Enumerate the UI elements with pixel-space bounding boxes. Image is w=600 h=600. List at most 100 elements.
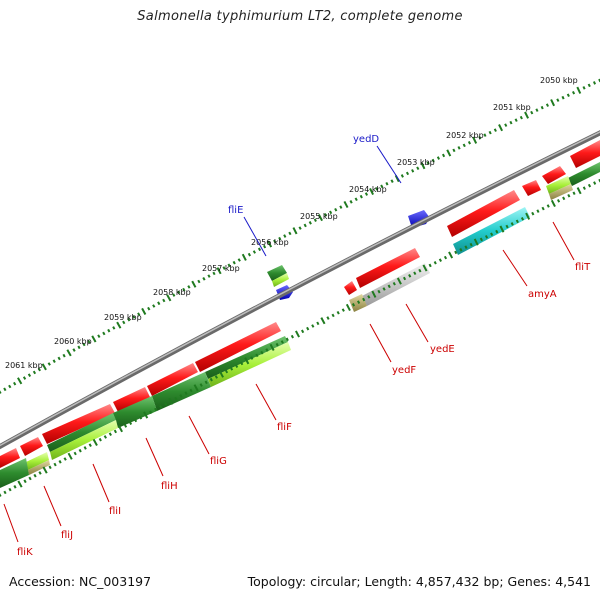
tick-mark [41,363,47,371]
tick-mark [123,424,128,428]
track-fliF-ltgreen [208,342,291,387]
kbp-label: 2054 kbp [349,185,387,194]
tick-mark [520,217,525,221]
tick-mark [364,192,369,196]
tick-mark [418,268,422,273]
tick-mark [227,263,231,268]
tick-mark [172,293,176,297]
tick-mark [212,271,216,276]
tick-mark [204,380,208,385]
tick-mark [255,353,259,358]
kbp-label: 2056 kbp [251,238,289,247]
gene-red [522,180,541,196]
fliE-small-green [267,265,287,281]
tick-mark [483,133,487,137]
tick-mark [247,252,251,257]
tick-mark [207,274,211,278]
gene-labels: fliT amyA yedE yedF fliF fliG fliH fliI … [17,134,591,558]
tick-mark [392,281,396,286]
tick-mark [199,383,203,387]
tick-mark [396,277,402,285]
tick-mark [576,187,582,195]
tick-mark [112,326,116,330]
tick-mark [428,263,432,268]
leader-fliJ [43,485,62,527]
tick-mark [87,339,91,344]
tick-mark [8,487,12,492]
tick-mark [77,345,81,350]
tick-mark [550,99,556,107]
tick-mark [540,105,544,110]
tick-mark [216,267,222,275]
tick-mark [582,186,586,190]
tick-mark [97,334,101,338]
fliE-small-ltgreen [272,273,289,287]
tick-mark [582,86,586,90]
gene-label-fliG: fliG [210,456,227,467]
tick-mark [66,349,72,357]
track-fliT-dkgreen [568,162,600,186]
tick-mark [519,115,523,120]
tick-mark [509,120,513,125]
track-amyA-cyan [453,207,530,255]
tick-mark [443,255,448,260]
tick-mark [222,266,226,270]
tick-mark [362,297,366,302]
leader-fliI [92,463,110,503]
tick-mark [214,375,218,379]
tick-mark [13,381,17,386]
tick-mark [479,237,483,242]
tick-mark [545,103,550,107]
leader-fliE [243,216,267,257]
tick-mark [308,221,312,225]
tick-mark [292,227,298,235]
tick-mark [454,250,458,255]
tick-mark [57,356,61,361]
tick-mark [562,196,566,201]
tick-mark [514,118,518,122]
gene-yedE-red [356,248,420,288]
tick-mark [459,248,463,252]
tick-mark [27,373,32,377]
tick-mark [536,209,540,213]
tick-mark [202,277,206,281]
tick-mark [457,146,461,150]
tick-mark [593,181,597,185]
tick-mark [103,435,107,439]
tick-mark [179,394,183,398]
tick-mark [469,242,473,247]
leader-yedF [369,323,392,363]
tick-mark [326,316,330,320]
tick-mark [433,261,437,265]
tick-mark [128,421,133,425]
tick-mark [182,287,186,292]
tick-mark [184,391,188,395]
tick-mark [275,342,279,347]
tick-mark [403,276,407,281]
gene-label-fliI: fliI [109,506,121,517]
inner-tracks [0,162,600,488]
tick-mark [546,204,550,208]
tick-mark [387,284,391,289]
tick-mark [58,460,62,464]
kbp-label: 2060 kbp [54,337,92,346]
gene-amyA-red [447,190,520,237]
tick-mark [72,348,76,352]
inner-tick-track [0,178,600,497]
tick-mark [278,236,282,241]
tick-mark [385,181,389,186]
gene-label-yedF: yedF [392,365,416,376]
kbp-label: 2053 kbp [397,158,435,167]
tick-mark [484,235,489,239]
tick-mark [218,370,224,378]
tick-mark [82,342,86,347]
tick-mark [23,479,27,484]
track-fliF-dkgreen [205,336,288,379]
tick-mark [377,289,381,294]
tick-mark [441,153,446,158]
tick-mark [341,308,345,312]
tick-mark [285,337,289,342]
tick-mark [382,287,386,291]
gene-label-yedE: yedE [430,344,455,355]
gene-fliF-red [195,322,281,372]
